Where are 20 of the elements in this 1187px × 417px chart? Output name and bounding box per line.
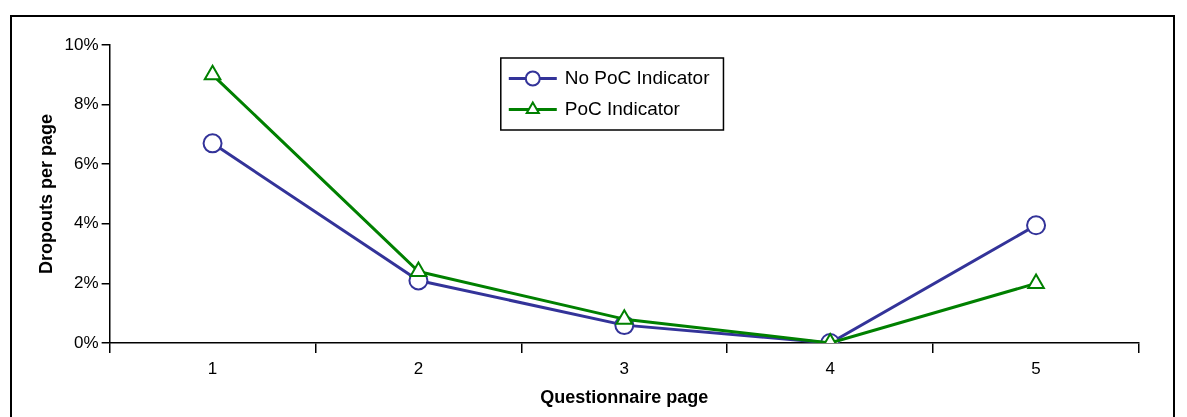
y-tick-label: 8% <box>74 94 99 114</box>
point <box>615 309 634 325</box>
x-tick-label: 5 <box>1031 358 1041 378</box>
y-tick-label: 4% <box>74 213 99 233</box>
y-tick-label: 2% <box>74 273 99 293</box>
point <box>202 133 223 154</box>
point <box>1026 215 1047 236</box>
x-tick-label: 2 <box>413 358 424 378</box>
y-tick-label: 0% <box>74 332 99 352</box>
legend-label: PoC Indicator <box>564 97 681 119</box>
x-tick-label: 3 <box>619 358 630 378</box>
y-tick-label: 10% <box>64 34 99 54</box>
y-axis-title: Dropouts per page <box>35 113 56 275</box>
point <box>1027 273 1045 289</box>
y-tick-label: 6% <box>74 153 99 173</box>
x-tick-label: 1 <box>207 358 218 378</box>
point <box>409 261 428 277</box>
x-tick-label: 4 <box>825 358 835 378</box>
legend-label: No PoC Indicator <box>564 66 711 88</box>
x-axis-title: Questionnaire page <box>540 387 709 408</box>
